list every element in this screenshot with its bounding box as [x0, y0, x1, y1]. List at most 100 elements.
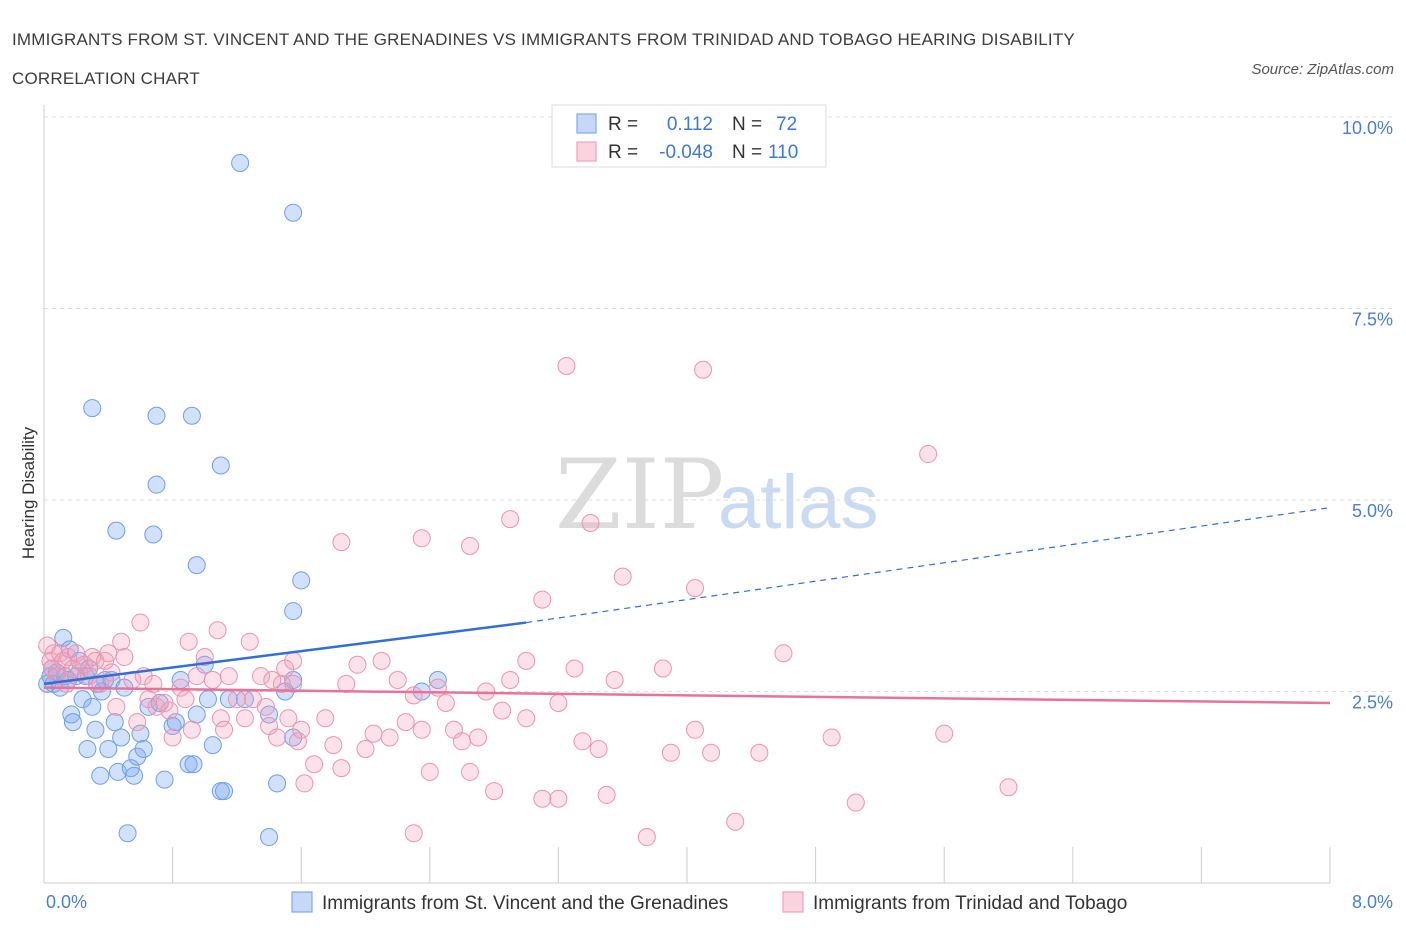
- data-point: [935, 724, 954, 743]
- data-point: [215, 782, 234, 801]
- data-point: [179, 632, 198, 651]
- data-point: [686, 579, 705, 598]
- x-tick-label: 8.0%: [1352, 892, 1393, 912]
- data-point: [125, 766, 144, 785]
- data-point: [171, 678, 190, 697]
- data-point: [581, 513, 600, 532]
- data-point: [292, 571, 311, 590]
- data-point: [565, 659, 584, 678]
- data-point: [364, 724, 383, 743]
- tick-labels: 2.5% 5.0% 7.5% 10.0% 0.0% 8.0%: [46, 118, 1393, 912]
- data-point: [288, 732, 307, 751]
- legend-r-label-2: R =: [608, 142, 638, 163]
- data-point: [613, 567, 632, 586]
- data-point: [412, 529, 431, 548]
- watermark-zip: ZIP: [555, 439, 724, 551]
- data-point: [182, 720, 201, 739]
- data-point: [292, 720, 311, 739]
- data-point: [63, 713, 82, 732]
- data-point: [115, 648, 134, 667]
- data-point: [653, 659, 672, 678]
- data-point: [219, 667, 238, 686]
- data-point: [83, 697, 102, 716]
- legend-box: R = 0.112 N = 72 R = -0.048 N = 110: [551, 104, 827, 168]
- points-layer: [38, 153, 1018, 847]
- data-point: [131, 613, 150, 632]
- data-point: [517, 651, 536, 670]
- data-point: [517, 709, 536, 728]
- data-point: [268, 728, 287, 747]
- data-point: [163, 728, 182, 747]
- legend-swatch-pink: [576, 141, 597, 162]
- series-blue-points: [38, 153, 447, 847]
- data-point: [260, 828, 279, 847]
- data-point: [337, 674, 356, 693]
- data-point: [316, 709, 335, 728]
- data-point: [750, 743, 769, 762]
- data-point: [112, 728, 131, 747]
- data-point: [597, 785, 616, 804]
- data-point: [240, 632, 259, 651]
- data-point: [822, 728, 841, 747]
- data-point: [284, 602, 303, 621]
- data-point: [128, 713, 147, 732]
- bottom-legend-label-pink: Immigrants from Trinidad and Tobago: [813, 893, 1127, 914]
- data-point: [305, 755, 324, 774]
- data-point: [694, 360, 713, 379]
- legend-swatch-blue: [576, 113, 597, 134]
- data-point: [268, 774, 287, 793]
- data-point: [348, 655, 367, 674]
- data-point: [118, 824, 137, 843]
- data-point: [412, 720, 431, 739]
- data-point: [469, 728, 488, 747]
- trend-line-blue: [43, 621, 527, 686]
- data-point: [107, 521, 126, 540]
- bottom-legend-label-blue: Immigrants from St. Vincent and the Gren…: [322, 893, 728, 914]
- watermark-atlas: atlas: [718, 460, 879, 545]
- data-point: [231, 153, 250, 172]
- data-point: [533, 590, 552, 609]
- data-point: [295, 774, 314, 793]
- data-point: [99, 739, 118, 758]
- data-point: [83, 399, 102, 418]
- data-point: [211, 709, 230, 728]
- legend-r-value-2: -0.048: [659, 142, 713, 163]
- legend-r-label-1: R =: [608, 114, 638, 135]
- y-tick-label: 7.5%: [1352, 310, 1393, 330]
- axes: [43, 105, 1331, 884]
- bottom-legend-swatch-pink: [782, 891, 804, 913]
- data-point: [404, 824, 423, 843]
- data-point: [73, 690, 92, 709]
- legend-n-value-2: 110: [768, 142, 798, 163]
- data-point: [485, 782, 504, 801]
- data-point: [279, 709, 298, 728]
- data-point: [573, 732, 592, 751]
- data-point: [208, 621, 227, 640]
- data-point: [501, 671, 520, 690]
- data-point: [324, 736, 343, 755]
- data-point: [661, 743, 680, 762]
- data-point: [637, 828, 656, 847]
- y-tick-label: 2.5%: [1352, 693, 1393, 713]
- data-point: [549, 789, 568, 808]
- x-tick-label: 0.0%: [46, 892, 87, 912]
- y-axis-label: Hearing Disability: [19, 426, 38, 559]
- data-point: [702, 743, 721, 762]
- data-point: [388, 671, 407, 690]
- data-point: [284, 203, 303, 222]
- data-point: [420, 762, 439, 781]
- source-credit: Source: ZipAtlas.com: [1251, 61, 1394, 78]
- data-point: [195, 648, 214, 667]
- data-point: [131, 724, 150, 743]
- data-point: [252, 667, 271, 686]
- data-point: [155, 770, 174, 789]
- data-point: [589, 739, 608, 758]
- data-point: [176, 690, 195, 709]
- data-point: [846, 793, 865, 812]
- data-point: [160, 701, 179, 720]
- trend-layer: [43, 507, 1331, 705]
- data-point: [128, 747, 147, 766]
- data-point: [91, 766, 110, 785]
- data-point: [147, 475, 166, 494]
